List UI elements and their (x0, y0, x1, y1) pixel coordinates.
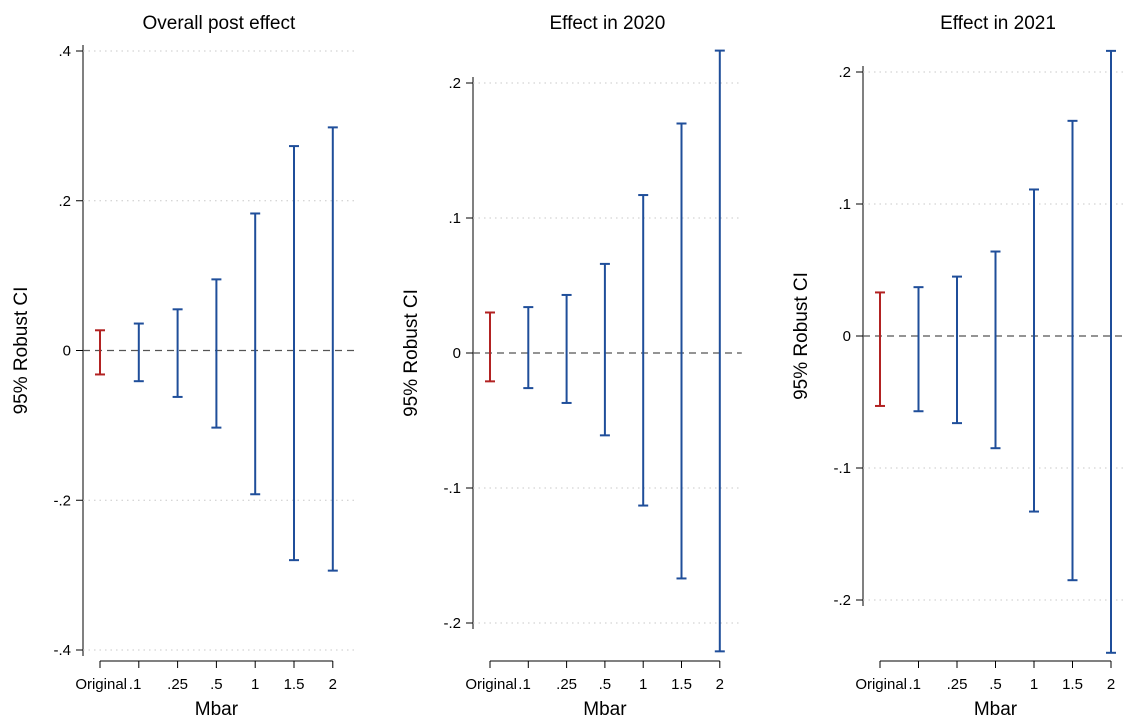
panel-1: Overall post effect -.4 -.2 0 .2 .4 95% Robust… (11, 13, 355, 720)
y-axis-title: 95% Robust CI (401, 289, 422, 417)
x-tick-label: Original (75, 676, 127, 693)
x-tick-label: 1.5 (671, 676, 692, 693)
panel-title: Effect in 2021 (940, 13, 1056, 34)
y-tick-label: .2 (58, 193, 71, 210)
y-tick-label: -.1 (833, 460, 851, 477)
ci-bar-original (95, 329, 105, 376)
ci-bar-mbar-2 (714, 49, 725, 653)
x-tick-label: .1 (909, 676, 922, 693)
ci-bar-original (485, 311, 495, 383)
x-tick-label: 2 (1107, 676, 1115, 693)
ci-bar-mbar-2 (1106, 49, 1116, 654)
x-tick-label: 2 (716, 676, 724, 693)
x-tick-label: 1 (639, 676, 647, 693)
x-tick-label: 1 (251, 676, 259, 693)
ci-bar-mbar-1 (250, 212, 261, 496)
panel-title: Overall post effect (143, 13, 297, 34)
x-tick-label: .5 (989, 676, 1002, 693)
y-tick-label: 0 (453, 345, 461, 362)
x-tick-label: 2 (329, 676, 337, 693)
ci-bar-mbar-1p5 (676, 122, 687, 580)
x-tick-label: 1.5 (1062, 676, 1083, 693)
panel-2: Effect in 2020 -.2 -.1 0 .1 .2 95% Robust CI Or… (401, 13, 742, 720)
x-tick-label: .5 (210, 676, 223, 693)
y-tick-label: .2 (838, 64, 851, 81)
y-tick-label: -.1 (443, 480, 461, 497)
y-tick-label: -.2 (833, 592, 851, 609)
ci-bar-mbar-p1 (913, 286, 924, 413)
ci-bar-mbar-1 (638, 194, 649, 507)
ci-bar-mbar-p5 (990, 250, 1001, 450)
ci-bar-mbar-2 (327, 126, 338, 572)
x-tick-label: Original (465, 676, 517, 693)
y-axis-title: 95% Robust CI (791, 272, 812, 400)
ci-bar-mbar-p25 (952, 275, 962, 425)
ci-bar-mbar-p5 (599, 262, 610, 437)
y-tick-label: -.4 (53, 642, 71, 659)
y-tick-label: -.2 (443, 615, 461, 632)
x-tick-label: 1 (1030, 676, 1038, 693)
y-tick-label: .4 (58, 43, 71, 60)
y-tick-label: -.2 (53, 492, 71, 509)
ci-bar-mbar-1p5 (289, 145, 299, 562)
y-tick-label: 0 (63, 343, 71, 360)
x-axis-title: Mbar (583, 699, 627, 720)
ci-bar-mbar-p1 (133, 322, 144, 383)
ci-bar-mbar-p25 (172, 308, 183, 398)
x-tick-label: .1 (129, 676, 142, 693)
y-tick-label: 0 (843, 328, 851, 345)
x-tick-label: .1 (518, 676, 531, 693)
ci-bar-original (875, 291, 885, 407)
x-axis-title: Mbar (195, 699, 239, 720)
x-tick-label: Original (855, 676, 907, 693)
y-tick-label: .1 (838, 196, 851, 213)
x-tick-label: .5 (599, 676, 612, 693)
y-tick-label: .2 (448, 75, 461, 92)
x-tick-label: .25 (167, 676, 188, 693)
y-tick-label: .1 (448, 210, 461, 227)
ci-bar-mbar-p25 (561, 293, 572, 404)
x-tick-label: .25 (947, 676, 968, 693)
y-axis-title: 95% Robust CI (11, 287, 32, 415)
ci-bar-mbar-p5 (211, 278, 222, 429)
ci-bar-mbar-1 (1029, 188, 1039, 513)
x-axis-title: Mbar (974, 699, 1018, 720)
ci-bar-mbar-1p5 (1067, 119, 1078, 582)
x-tick-label: 1.5 (284, 676, 305, 693)
panel-title: Effect in 2020 (549, 13, 665, 34)
ci-bar-mbar-p1 (523, 306, 534, 390)
panel-3: Effect in 2021 -.2 -.1 0 .1 .2 95% Robust CI Or… (791, 13, 1126, 720)
x-tick-label: .25 (556, 676, 577, 693)
